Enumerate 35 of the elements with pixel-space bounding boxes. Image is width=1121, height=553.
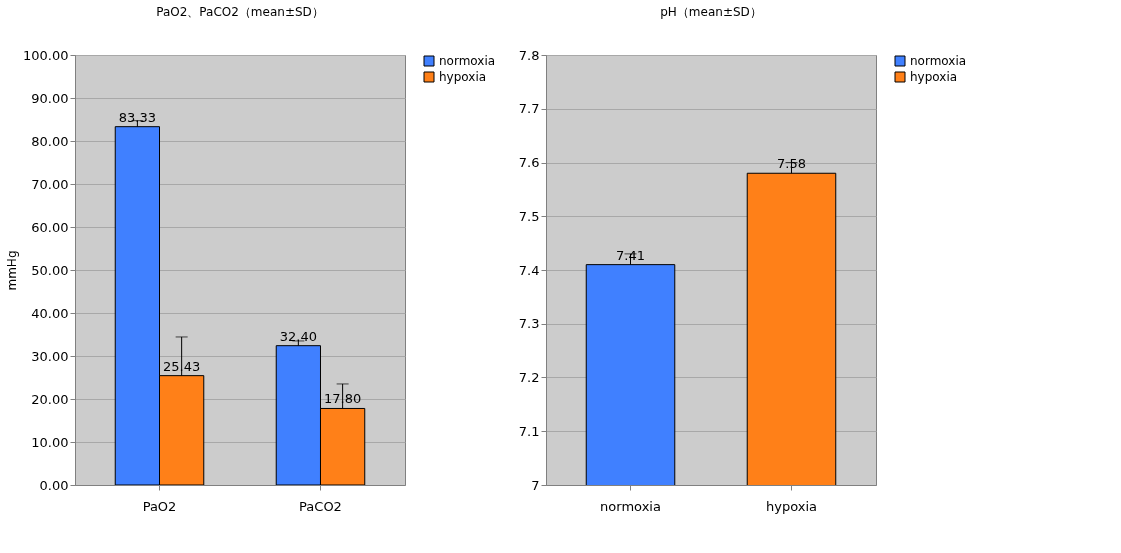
- y-tick-label: 7.4: [518, 262, 540, 278]
- legend-label: hypoxia: [439, 70, 487, 84]
- y-tick-label: 20.00: [31, 391, 69, 407]
- y-tick-label: 7.7: [518, 101, 540, 117]
- y-tick-label: 7.5: [518, 208, 540, 224]
- chart-title: PaO2、PaCO2（mean±SD）: [156, 5, 324, 19]
- y-tick-label: 30.00: [31, 348, 69, 364]
- legend-label: hypoxia: [910, 70, 958, 84]
- y-tick-label: 50.00: [31, 262, 69, 278]
- y-tick-label: 0.00: [39, 477, 69, 493]
- legend-label: normoxia: [910, 54, 967, 68]
- y-tick-label: 10.00: [31, 434, 69, 450]
- y-tick-label: 60.00: [31, 219, 69, 235]
- y-tick-label: 7.1: [518, 423, 540, 439]
- x-tick-label: normoxia: [600, 498, 661, 514]
- data-label: 83.33: [118, 109, 156, 125]
- x-tick-label: PaCO2: [299, 498, 342, 514]
- y-tick-label: 40.00: [31, 305, 69, 321]
- x-tick-label: PaO2: [142, 498, 177, 514]
- chart-title: pH（mean±SD）: [660, 5, 762, 19]
- y-tick-label: 90.00: [31, 90, 69, 106]
- y-tick-label: 7.8: [518, 47, 540, 63]
- y-axis-title: mmHg: [5, 250, 20, 291]
- y-tick-label: 7: [531, 477, 540, 493]
- y-tick-label: 7.3: [518, 316, 540, 332]
- x-tick-label: hypoxia: [765, 498, 817, 514]
- data-label: 7.41: [616, 247, 645, 263]
- y-tick-label: 100.00: [23, 47, 69, 63]
- data-label: 32.40: [279, 328, 317, 344]
- y-tick-label: 7.6: [518, 155, 540, 170]
- y-tick-label: 80.00: [31, 133, 69, 149]
- y-tick-label: 7.2: [518, 370, 540, 385]
- legend-label: normoxia: [439, 54, 496, 68]
- data-label: 7.58: [777, 156, 806, 172]
- y-tick-label: 70.00: [31, 176, 69, 192]
